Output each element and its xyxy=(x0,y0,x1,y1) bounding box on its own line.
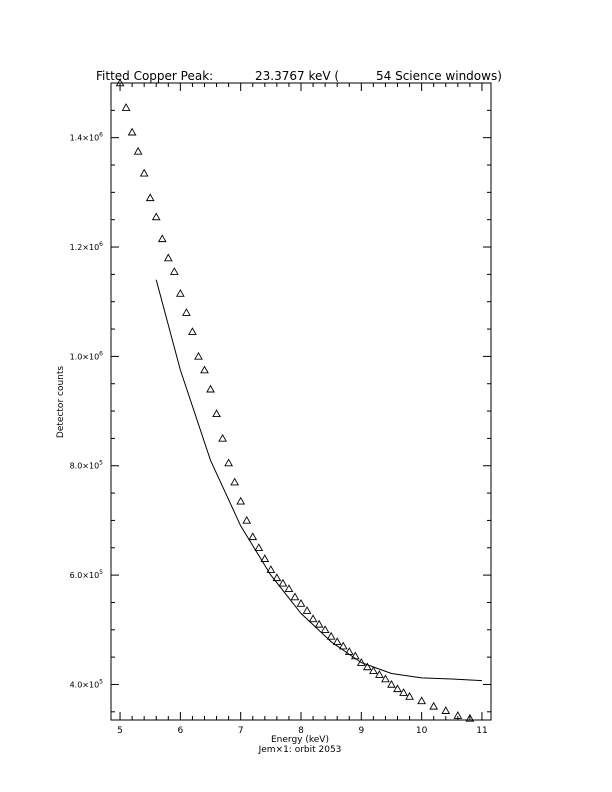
data-point-triangle xyxy=(188,327,197,336)
y-tick-label: 1.0×106 xyxy=(70,350,104,361)
data-point-triangle xyxy=(429,701,439,710)
data-point-triangle xyxy=(284,584,294,593)
data-point-triangle xyxy=(375,670,384,678)
data-point-triangle xyxy=(326,631,336,640)
data-point-triangle xyxy=(381,674,390,683)
data-point-triangle xyxy=(314,619,324,628)
data-point-triangle xyxy=(302,606,312,614)
data-point-triangle xyxy=(332,637,342,646)
fit-curve xyxy=(155,279,483,682)
plot-frame xyxy=(110,82,492,721)
data-point-triangle xyxy=(163,253,173,262)
data-point-triangle xyxy=(266,565,276,573)
x-tick-label: 5 xyxy=(117,726,123,736)
data-point-triangle xyxy=(296,599,306,607)
data-point-triangle xyxy=(224,458,233,467)
axis-ticks xyxy=(111,83,491,720)
data-point-triangle xyxy=(127,127,137,136)
data-point-triangle xyxy=(453,711,463,719)
data-point-triangle xyxy=(175,288,185,297)
data-point-triangle xyxy=(320,625,330,634)
footer-note: Jem×1: orbit 2053 xyxy=(258,745,342,755)
y-axis-label: Detector counts xyxy=(56,366,66,438)
y-tick-label: 4.0×105 xyxy=(70,678,104,689)
data-point-triangle xyxy=(441,706,451,714)
data-point-triangle xyxy=(369,666,378,675)
x-tick-label: 11 xyxy=(476,726,487,736)
data-point-triangle xyxy=(200,365,209,374)
data-marks xyxy=(115,78,483,722)
data-point-triangle xyxy=(308,614,318,623)
y-tick-label: 1.4×106 xyxy=(70,132,104,143)
x-tick-label: 10 xyxy=(416,726,428,736)
data-point-triangle xyxy=(121,103,131,111)
y-tick-labels: 4.0×105 6.0×105 8.0×105 1.0×106 1.2×106 1.4×1… xyxy=(70,132,104,690)
data-point-triangle xyxy=(338,641,348,650)
data-point-triangle xyxy=(242,515,252,524)
data-point-triangle xyxy=(236,496,246,505)
data-point-triangle xyxy=(254,543,264,552)
y-tick-label: 8.0×105 xyxy=(70,460,104,471)
data-point-triangle xyxy=(417,696,427,705)
data-point-triangle xyxy=(260,554,270,562)
data-point-triangle xyxy=(399,688,408,696)
chart-title-windows: 54 Science windows) xyxy=(376,69,502,83)
data-point-triangle xyxy=(194,351,203,360)
x-tick-label: 8 xyxy=(298,726,304,736)
x-axis-label: Energy (keV) xyxy=(271,735,329,745)
data-point-triangle xyxy=(115,78,125,87)
data-point-triangle xyxy=(465,713,475,722)
data-point-triangle xyxy=(362,662,372,671)
data-point-triangle xyxy=(405,691,414,700)
y-tick-label: 6.0×105 xyxy=(70,569,104,580)
data-point-triangle xyxy=(206,384,215,393)
data-point-triangle xyxy=(139,168,149,177)
data-point-triangle xyxy=(151,212,161,221)
data-point-triangle xyxy=(230,477,240,486)
data-point-triangle xyxy=(169,267,179,275)
data-point-triangle xyxy=(272,573,282,582)
chart-title-energy: 23.3767 keV ( xyxy=(255,69,339,83)
x-tick-labels: 5 6 7 8 9 10 11 xyxy=(117,726,487,736)
x-tick-label: 7 xyxy=(238,726,244,736)
data-point-triangle xyxy=(212,409,221,418)
chart-title-label: Fitted Copper Peak: xyxy=(96,69,213,83)
data-point-triangle xyxy=(133,146,143,155)
data-point-triangle xyxy=(248,532,258,541)
data-point-triangle xyxy=(387,679,396,688)
data-point-triangle xyxy=(393,684,402,693)
x-tick-label: 6 xyxy=(177,726,183,736)
data-point-triangle xyxy=(278,578,288,587)
data-point-triangle xyxy=(356,658,366,666)
data-point-triangle xyxy=(290,592,300,601)
data-point-triangle xyxy=(182,308,191,316)
y-tick-label: 1.2×106 xyxy=(70,241,104,252)
data-point-triangle xyxy=(218,433,227,442)
data-point-triangle xyxy=(157,234,167,243)
data-point-triangle xyxy=(145,193,155,202)
x-tick-label: 9 xyxy=(358,726,364,736)
